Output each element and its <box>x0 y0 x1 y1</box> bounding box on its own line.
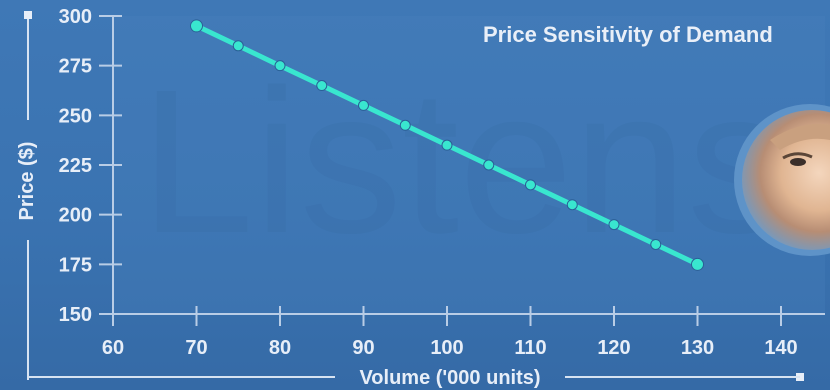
x-tick-label: 100 <box>430 337 463 359</box>
data-point <box>274 60 286 72</box>
y-axis-title: Price ($) <box>16 142 38 221</box>
data-point <box>691 257 704 271</box>
background-watermark: Listens <box>140 47 790 276</box>
data-point <box>232 40 244 52</box>
y-tick-label: 250 <box>59 105 92 127</box>
x-tick-label: 80 <box>269 337 291 359</box>
y-tick-label: 225 <box>59 155 92 177</box>
data-point <box>525 179 536 191</box>
series-group <box>190 19 704 271</box>
y-tick-label: 275 <box>59 56 92 78</box>
x-tick-label: 90 <box>352 337 374 359</box>
data-point <box>399 119 411 131</box>
x-tick-label: 70 <box>185 337 207 359</box>
y-tick-label: 300 <box>59 6 92 28</box>
x-tick-label: 130 <box>681 337 714 359</box>
data-point <box>316 80 328 92</box>
y-axis-end-marker <box>24 11 32 19</box>
axis-ticks: 150 175 200 225 250 275 300 60 70 80 90 100 110 120 13… <box>59 6 798 359</box>
data-point <box>358 99 369 111</box>
data-point <box>566 199 578 211</box>
x-tick-label: 140 <box>764 337 797 359</box>
data-point <box>483 159 495 171</box>
data-point <box>608 219 620 231</box>
y-tick-label: 200 <box>59 205 92 227</box>
chart-title: Price Sensitivity of Demand <box>483 22 773 47</box>
plot-area <box>113 16 825 314</box>
data-point <box>190 19 203 33</box>
data-point <box>650 238 662 250</box>
x-tick-label: 120 <box>597 337 630 359</box>
data-point <box>441 139 453 151</box>
x-tick-label: 110 <box>514 337 546 359</box>
x-axis-title: Volume ('000 units) <box>359 367 540 389</box>
portrait-image <box>734 104 830 256</box>
x-tick-label: 60 <box>102 337 124 359</box>
y-tick-label: 150 <box>59 304 92 326</box>
y-tick-label: 175 <box>59 254 92 276</box>
